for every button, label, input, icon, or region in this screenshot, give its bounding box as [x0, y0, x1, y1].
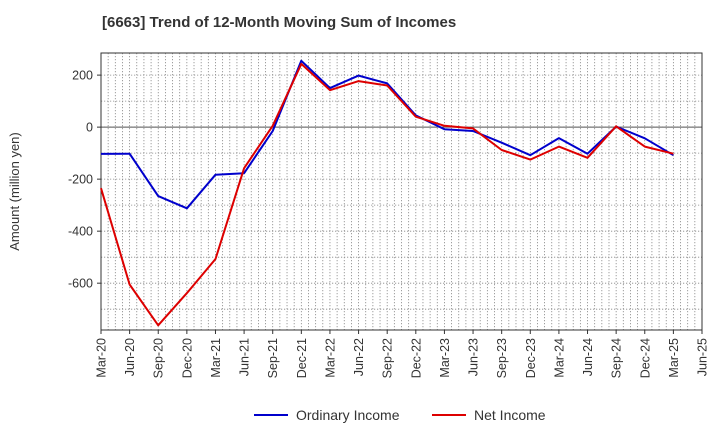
x-tick-label: Mar-25: [667, 338, 681, 378]
x-tick-label: Sep-22: [381, 338, 395, 378]
x-tick-label: Dec-21: [295, 338, 309, 378]
x-tick-label: Dec-23: [524, 338, 538, 378]
x-tick-label: Sep-20: [152, 338, 166, 378]
x-tick-label: Jun-25: [696, 338, 710, 376]
chart-title: [6663] Trend of 12-Month Moving Sum of I…: [102, 14, 457, 31]
grid-layer: [100, 53, 702, 330]
x-tick-label: Jun-23: [467, 338, 481, 376]
x-tick-label: Mar-22: [323, 338, 337, 378]
y-axis-label: Amount (million yen): [7, 132, 22, 251]
series-layer: [100, 59, 674, 327]
legend-label-net-income: Net Income: [474, 407, 546, 423]
x-tick-label: Jun-20: [123, 338, 137, 376]
series-line-net-income: [100, 62, 674, 327]
x-tick-label: Mar-21: [209, 338, 223, 378]
y-tick-label: -200: [68, 173, 93, 187]
series-line-ordinary-income: [100, 59, 674, 210]
y-tick-label: 200: [72, 69, 93, 83]
y-tick-label: 0: [86, 121, 93, 135]
legend: Ordinary Income Net Income: [254, 407, 546, 423]
x-tick-label: Jun-22: [352, 338, 366, 376]
x-tick-label: Mar-24: [552, 338, 566, 378]
x-tick-label: Sep-21: [266, 338, 280, 378]
x-tick-label: Jun-21: [238, 338, 252, 376]
x-tick-label: Sep-23: [495, 338, 509, 378]
y-tick-label: -600: [68, 277, 93, 291]
legend-label-ordinary-income: Ordinary Income: [296, 407, 400, 423]
x-tick-label: Jun-24: [581, 338, 595, 376]
x-tick-label: Dec-20: [180, 338, 194, 378]
axis-layer: 200 0 -200 -400 -600 Mar-20 Jun-20 Sep-20 Dec-20…: [68, 69, 710, 379]
x-tick-label: Dec-22: [409, 338, 423, 378]
x-tick-label: Dec-24: [638, 338, 652, 378]
y-tick-label: -400: [68, 225, 93, 239]
x-tick-label: Sep-24: [610, 338, 624, 378]
x-tick-label: Mar-23: [438, 338, 452, 378]
x-tick-label: Mar-20: [95, 338, 109, 378]
